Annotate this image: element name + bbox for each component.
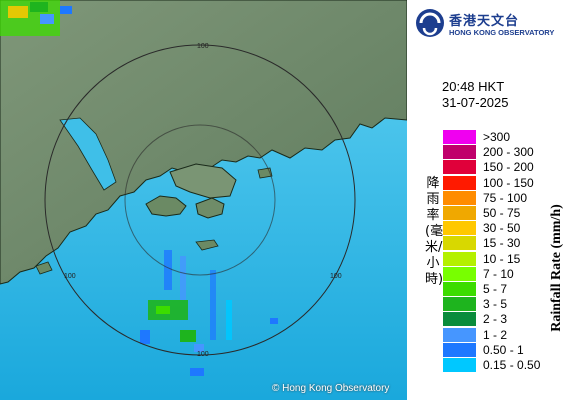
legend-swatch bbox=[443, 145, 476, 160]
legend-swatch bbox=[443, 206, 476, 220]
legend-item: 200 - 300 bbox=[443, 145, 573, 160]
legend-item: 0.50 - 1 bbox=[443, 342, 573, 358]
legend-item: 15 - 30 bbox=[443, 236, 573, 251]
legend-item: 75 - 100 bbox=[443, 190, 573, 206]
brand-logo[interactable]: 香港天文台 HONG KONG OBSERVATORY bbox=[415, 6, 575, 46]
brand-name-zh: 香港天文台 bbox=[449, 14, 520, 29]
legend-item: 3 - 5 bbox=[443, 297, 573, 312]
legend-swatch bbox=[443, 282, 476, 296]
island-small-3 bbox=[257, 167, 273, 179]
legend-swatch bbox=[443, 266, 476, 281]
legend-label: 150 - 200 bbox=[483, 160, 534, 175]
legend-swatch bbox=[443, 130, 476, 144]
legend-label: 30 - 50 bbox=[483, 221, 521, 236]
legend-label: 200 - 300 bbox=[483, 145, 534, 160]
legend-item: 1 - 2 bbox=[443, 327, 573, 343]
legend-label: 1 - 2 bbox=[483, 327, 508, 342]
legend-swatch bbox=[443, 342, 476, 357]
pearl-river bbox=[59, 117, 117, 191]
legend-title-zh: 降雨率(毫米/小時) bbox=[425, 176, 444, 287]
island-small-1 bbox=[35, 261, 53, 275]
legend-item: >300 bbox=[443, 130, 573, 145]
hko-logo-icon bbox=[416, 9, 444, 37]
legend-item: 150 - 200 bbox=[443, 160, 573, 175]
range-label-west: 100 bbox=[64, 273, 76, 280]
legend-swatch bbox=[443, 312, 476, 327]
legend-label: 100 - 150 bbox=[483, 175, 534, 190]
range-label-east: 100 bbox=[330, 273, 342, 280]
legend-label: 5 - 7 bbox=[483, 282, 508, 296]
kowloon-nt bbox=[169, 163, 237, 199]
legend-swatch bbox=[443, 175, 476, 190]
island-small-2 bbox=[195, 239, 219, 251]
legend-title-en: Rainfall Rate (mm/h) bbox=[549, 204, 564, 332]
rain-echoes-northwest bbox=[0, 0, 72, 36]
legend-item: 100 - 150 bbox=[443, 175, 573, 191]
range-label-south: 100 bbox=[197, 351, 209, 358]
timestamp-time: 20:48 HKT bbox=[442, 79, 505, 94]
legend-label: 2 - 3 bbox=[483, 312, 508, 327]
rain-echoes-south bbox=[140, 250, 278, 376]
legend-label: 0.50 - 1 bbox=[483, 342, 524, 357]
legend-label: 0.15 - 0.50 bbox=[483, 358, 541, 372]
legend-item: 5 - 7 bbox=[443, 282, 573, 297]
legend-swatch bbox=[443, 221, 476, 236]
range-rings bbox=[44, 44, 356, 356]
legend-swatch bbox=[443, 160, 476, 175]
lantau-island bbox=[145, 195, 187, 217]
legend-label: 50 - 75 bbox=[483, 206, 521, 220]
legend-panel: 香港天文台 HONG KONG OBSERVATORY 20:48 HKT 31… bbox=[407, 0, 577, 400]
legend-swatch bbox=[443, 327, 476, 342]
legend-item: 30 - 50 bbox=[443, 221, 573, 236]
legend-label: 7 - 10 bbox=[483, 266, 514, 281]
legend-label: 75 - 100 bbox=[483, 190, 528, 205]
brand-name-en: HONG KONG OBSERVATORY bbox=[449, 28, 555, 37]
radar-map[interactable]: 100 100 100 100 © Hong Kong Observatory bbox=[0, 0, 407, 400]
legend-label: 10 - 15 bbox=[483, 251, 521, 266]
legend-item: 10 - 15 bbox=[443, 251, 573, 267]
legend-label: 3 - 5 bbox=[483, 297, 508, 312]
legend-swatch bbox=[443, 297, 476, 312]
legend-swatch bbox=[443, 358, 476, 372]
legend-swatch bbox=[443, 251, 476, 266]
legend-swatch bbox=[443, 236, 476, 251]
legend-swatch bbox=[443, 190, 476, 205]
timestamp-date: 31-07-2025 bbox=[442, 95, 509, 110]
legend-item: 0.15 - 0.50 bbox=[443, 358, 573, 373]
legend-item: 7 - 10 bbox=[443, 266, 573, 282]
legend-item: 2 - 3 bbox=[443, 312, 573, 327]
copyright-text: © Hong Kong Observatory bbox=[272, 383, 390, 394]
range-label-north: 100 bbox=[197, 43, 209, 50]
legend-label: 15 - 30 bbox=[483, 236, 521, 251]
legend-label: >300 bbox=[483, 130, 511, 144]
legend-item: 50 - 75 bbox=[443, 206, 573, 221]
